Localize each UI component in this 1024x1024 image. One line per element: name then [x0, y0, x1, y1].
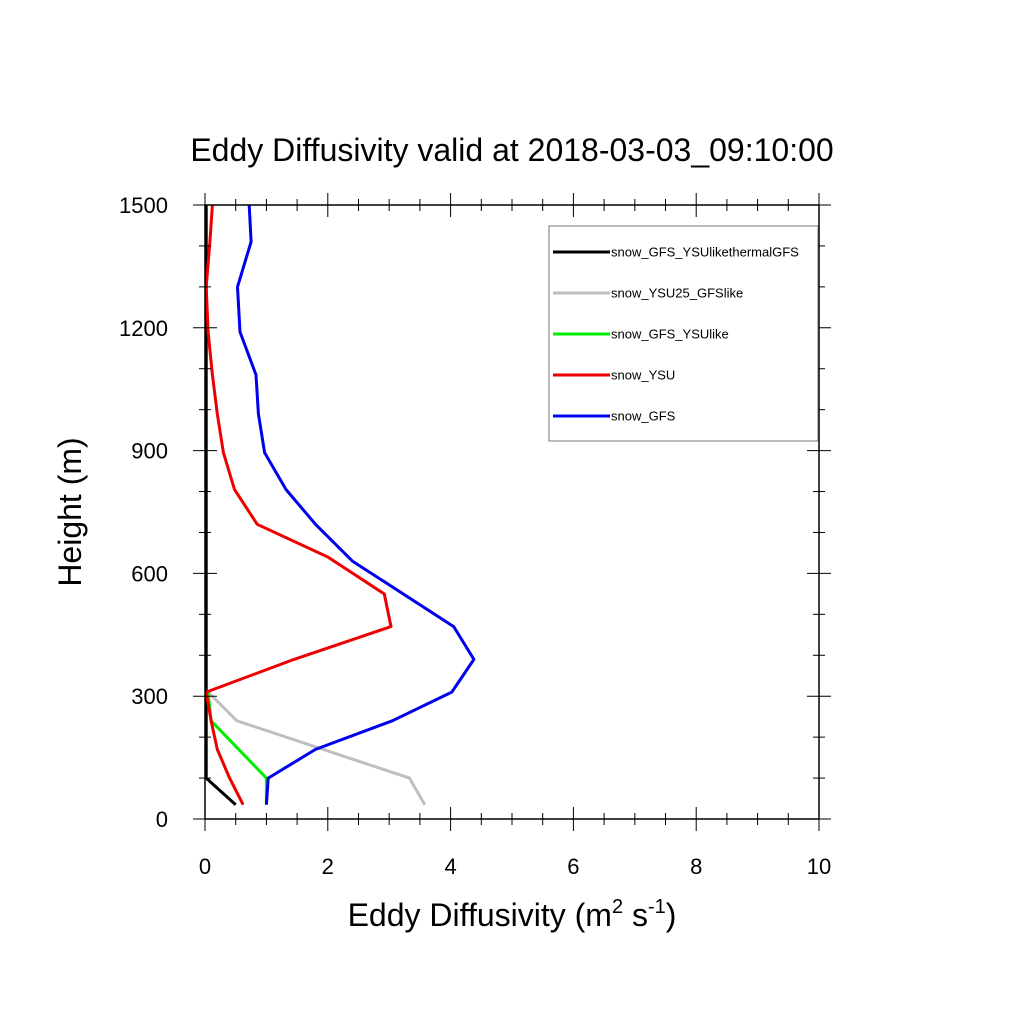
- x-tick-labels: 0 2 4 6 8 10: [199, 854, 831, 879]
- plot-lines: [204, 204, 476, 806]
- x-tick-label: 8: [690, 854, 702, 879]
- y-tick-label: 1500: [119, 193, 168, 218]
- legend-label: snow_GFS_YSUlike: [611, 327, 729, 342]
- legend-label: snow_GFS: [611, 409, 676, 424]
- y-tick-label: 0: [156, 807, 168, 832]
- x-axis-label-end: ): [666, 897, 677, 933]
- y-tick-label: 600: [131, 561, 168, 586]
- x-tick-label: 4: [444, 854, 456, 879]
- x-axis-label-sup2: -1: [648, 896, 666, 918]
- y-tick-label: 300: [131, 684, 168, 709]
- plot-frame: [204, 204, 820, 820]
- x-axis-label-sup1: 2: [612, 896, 623, 918]
- series-line-1: [207, 691, 427, 806]
- series-line-3: [204, 204, 393, 806]
- x-axis-label-base: Eddy Diffusivity (m: [348, 897, 612, 933]
- chart-title: Eddy Diffusivity valid at 2018-03-03_09:…: [190, 132, 833, 168]
- y-tick-label: 900: [131, 439, 168, 464]
- x-tick-label: 2: [322, 854, 334, 879]
- x-tick-label: 6: [567, 854, 579, 879]
- legend-label: snow_GFS_YSUlikethermalGFS: [611, 245, 799, 260]
- legend: snow_GFS_YSUlikethermalGFS snow_YSU25_GFS…: [548, 225, 819, 442]
- y-axis-label: Height (m): [52, 437, 88, 586]
- series-line-4: [236, 204, 476, 805]
- y-tick-labels: 0 300 600 900 1200 1500: [119, 193, 168, 832]
- legend-label: snow_YSU: [611, 368, 675, 383]
- y-tick-label: 1200: [119, 316, 168, 341]
- legend-label: snow_YSU25_GFSlike: [611, 286, 743, 301]
- x-tick-label: 0: [199, 854, 211, 879]
- x-axis-label-mid: s: [623, 897, 648, 933]
- x-axis-label: Eddy Diffusivity (m2 s-1): [348, 896, 677, 933]
- x-tick-label: 10: [807, 854, 831, 879]
